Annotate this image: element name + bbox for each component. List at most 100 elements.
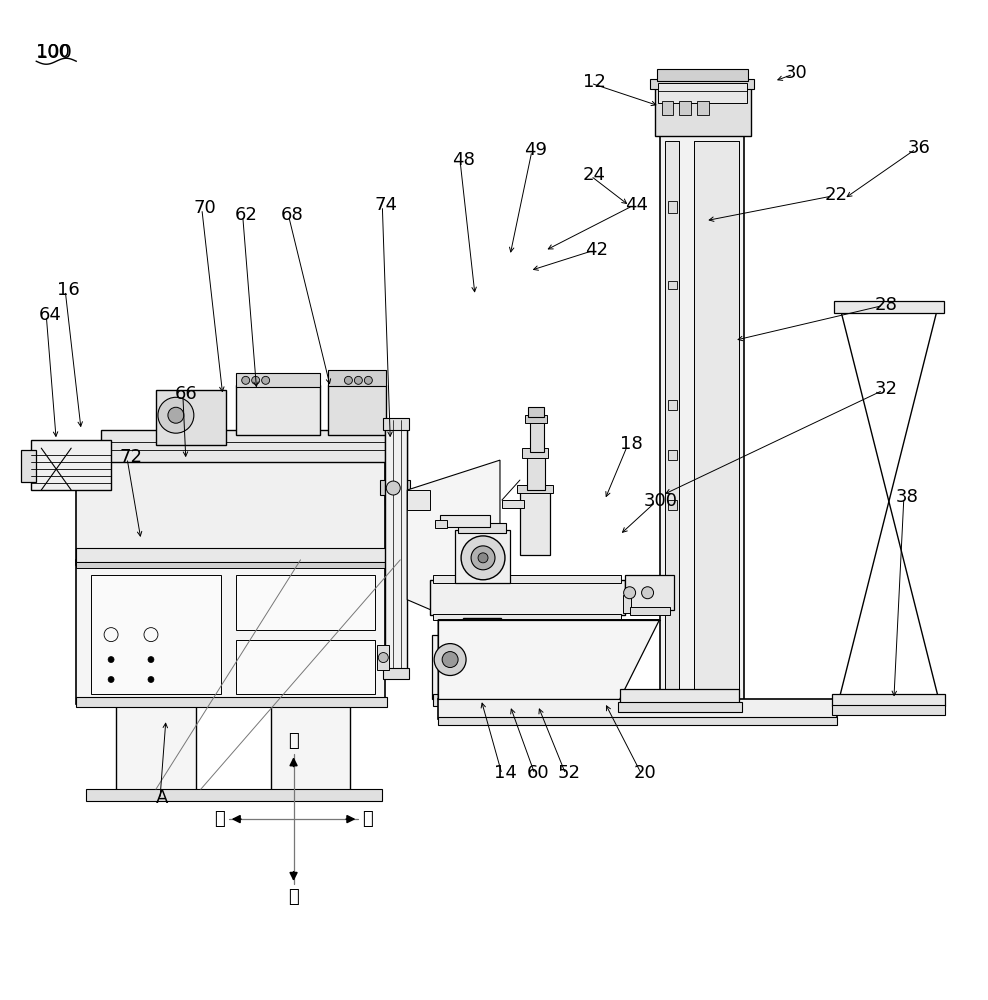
Text: 44: 44 — [624, 196, 647, 214]
Text: 30: 30 — [785, 64, 808, 82]
Bar — [460, 643, 510, 668]
Bar — [668, 400, 678, 410]
Circle shape — [108, 677, 114, 682]
Text: 16: 16 — [57, 281, 80, 299]
Bar — [328, 370, 386, 386]
Circle shape — [471, 546, 495, 570]
Bar — [668, 500, 678, 510]
Circle shape — [443, 652, 458, 668]
Bar — [328, 385, 386, 435]
Polygon shape — [438, 620, 660, 699]
Text: A: A — [156, 789, 168, 807]
Text: 66: 66 — [175, 385, 198, 403]
Bar — [271, 704, 351, 799]
Bar — [462, 643, 510, 653]
Polygon shape — [407, 490, 430, 510]
Bar — [527, 455, 544, 490]
Circle shape — [168, 407, 184, 423]
Bar — [438, 717, 837, 725]
Circle shape — [378, 653, 388, 663]
Bar — [76, 560, 385, 704]
Bar — [480, 655, 492, 667]
Bar — [383, 418, 409, 430]
Bar — [460, 685, 504, 705]
Bar — [433, 694, 516, 706]
Bar — [668, 450, 678, 460]
Bar — [834, 301, 944, 313]
Circle shape — [262, 376, 270, 384]
Bar — [522, 448, 548, 458]
Text: 70: 70 — [194, 199, 216, 217]
Circle shape — [148, 677, 154, 682]
Bar — [668, 201, 678, 213]
Bar — [657, 69, 748, 81]
Bar — [435, 520, 448, 528]
Bar — [520, 490, 550, 555]
Bar — [502, 500, 524, 508]
Text: 62: 62 — [235, 206, 258, 224]
Text: 60: 60 — [527, 764, 549, 782]
Bar — [76, 697, 387, 707]
Text: 100: 100 — [37, 43, 73, 62]
Bar — [380, 480, 410, 495]
Bar — [76, 562, 387, 568]
Text: 100: 100 — [37, 43, 70, 61]
Bar — [101, 430, 400, 462]
Text: 68: 68 — [281, 206, 303, 224]
Bar — [455, 530, 510, 583]
Bar — [660, 131, 744, 709]
Bar — [377, 645, 389, 670]
Bar — [525, 415, 546, 423]
Bar — [91, 575, 220, 694]
Text: 74: 74 — [374, 196, 397, 214]
Bar — [116, 704, 196, 799]
Circle shape — [623, 587, 635, 599]
Bar — [438, 699, 837, 719]
Circle shape — [148, 657, 154, 663]
Text: 48: 48 — [453, 151, 475, 169]
Bar — [383, 668, 409, 679]
Bar — [463, 618, 501, 687]
Text: 22: 22 — [825, 186, 848, 204]
Text: 20: 20 — [633, 764, 656, 782]
Bar — [236, 373, 320, 387]
Bar — [432, 635, 517, 699]
Bar — [455, 704, 510, 714]
Text: 18: 18 — [619, 435, 642, 453]
Bar — [619, 689, 739, 704]
Bar — [517, 485, 553, 493]
Bar — [497, 655, 509, 667]
Text: 下: 下 — [288, 888, 299, 906]
Bar — [22, 450, 37, 482]
Polygon shape — [407, 460, 500, 640]
Circle shape — [355, 376, 363, 384]
Bar — [385, 430, 407, 505]
Text: 64: 64 — [39, 306, 61, 324]
Bar — [649, 79, 754, 89]
Bar — [76, 460, 385, 565]
Bar — [662, 101, 674, 115]
Text: 300: 300 — [643, 492, 678, 510]
Text: 49: 49 — [524, 141, 547, 159]
Circle shape — [345, 376, 353, 384]
Bar — [680, 101, 692, 115]
Bar — [236, 640, 375, 694]
Bar — [695, 141, 739, 699]
Bar — [665, 141, 680, 699]
Circle shape — [158, 397, 194, 433]
Bar — [658, 83, 747, 103]
Bar — [629, 607, 670, 615]
Bar — [624, 575, 675, 610]
Bar — [528, 407, 543, 417]
Text: 右: 右 — [363, 810, 373, 828]
Text: 28: 28 — [875, 296, 898, 314]
Bar — [468, 714, 498, 724]
Bar — [236, 385, 320, 435]
Bar — [86, 789, 382, 801]
Bar — [440, 515, 490, 527]
Text: 42: 42 — [585, 241, 608, 259]
Bar — [618, 702, 742, 712]
Text: 72: 72 — [120, 448, 142, 466]
Bar — [832, 694, 945, 706]
Circle shape — [386, 481, 400, 495]
